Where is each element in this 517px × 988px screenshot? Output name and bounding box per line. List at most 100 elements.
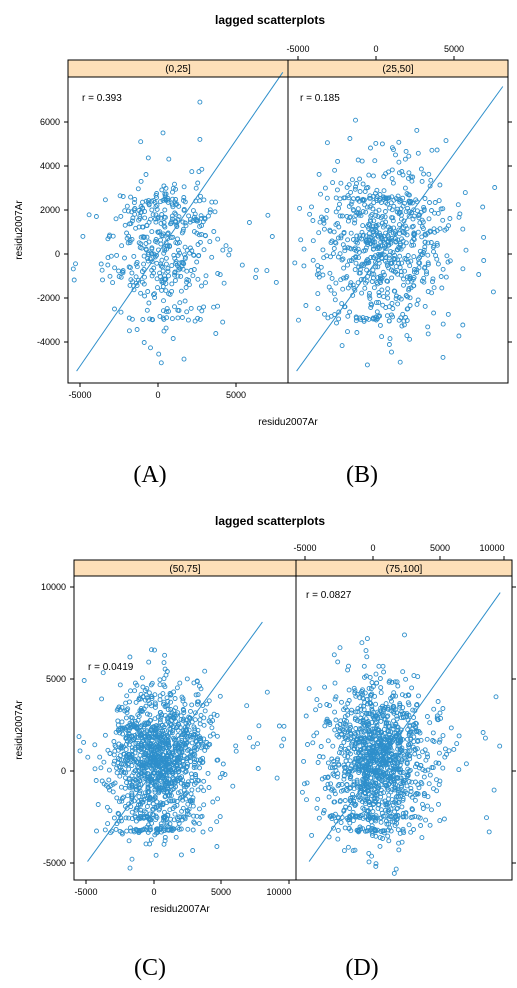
scatter-point: [342, 753, 348, 759]
scatter-point: [127, 754, 132, 760]
scatter-point: [415, 150, 421, 156]
scatter-point: [399, 323, 405, 329]
scatter-point: [163, 197, 169, 203]
scatter-point: [425, 754, 431, 760]
scatter-point: [424, 269, 430, 275]
scatter-point: [130, 215, 136, 221]
scatter-point: [315, 796, 321, 802]
scatter-point: [371, 787, 377, 793]
scatter-point: [323, 215, 329, 221]
scatter-point: [437, 778, 443, 784]
scatter-point: [115, 722, 121, 728]
scatter-point: [152, 782, 158, 788]
scatter-point: [138, 802, 143, 808]
scatter-point: [384, 748, 390, 754]
scatter-point: [406, 175, 411, 181]
scatter-point: [138, 807, 144, 813]
scatter-point: [445, 311, 451, 317]
scatter-point: [189, 787, 195, 793]
bottom-tick-label: 10000: [266, 887, 291, 897]
scatter-point: [399, 784, 404, 790]
scatter-point: [339, 699, 344, 705]
scatter-point: [223, 243, 229, 249]
scatter-point: [404, 306, 410, 312]
scatter-point: [368, 805, 374, 811]
scatter-point: [183, 784, 189, 790]
scatter-point: [400, 797, 406, 803]
scatter-point: [129, 316, 135, 322]
scatter-point: [173, 186, 179, 192]
scatter-point: [329, 275, 335, 281]
scatter-point: [431, 243, 437, 249]
scatter-point: [454, 741, 460, 747]
scatter-point: [414, 761, 420, 767]
scatter-point: [385, 728, 391, 734]
scatter-point: [148, 778, 154, 784]
scatter-point: [177, 725, 183, 730]
left-axis-a: -4000 -2000 0 2000 4000 6000: [37, 117, 68, 347]
scatter-point: [141, 261, 147, 267]
scatter-point: [138, 234, 144, 240]
scatter-point: [166, 273, 171, 279]
scatter-point: [158, 220, 164, 226]
scatter-point: [370, 243, 376, 249]
scatter-point: [352, 765, 358, 771]
scatter-point: [421, 204, 427, 210]
scatter-point: [411, 827, 416, 832]
scatter-point: [126, 742, 132, 748]
scatter-point: [403, 810, 409, 816]
scatter-point: [163, 722, 169, 728]
scatter-point: [372, 793, 378, 799]
scatter-point: [165, 716, 171, 722]
scatter-point: [156, 723, 162, 729]
scatter-point: [396, 227, 402, 233]
scatter-point: [181, 195, 187, 200]
scatter-point: [425, 794, 431, 800]
scatter-point: [341, 195, 347, 201]
scatter-point: [256, 723, 262, 729]
scatter-point: [118, 274, 124, 280]
scatter-point: [346, 745, 352, 751]
scatter-point: [400, 826, 406, 832]
scatter-point: [400, 770, 406, 775]
scatter-point: [393, 152, 398, 158]
scatter-point: [149, 229, 155, 235]
scatter-point: [301, 246, 307, 252]
right-axis-b: [508, 121, 512, 343]
scatter-point: [194, 259, 200, 265]
scatter-point: [169, 316, 175, 322]
scatter-point: [407, 295, 413, 301]
scatter-point: [419, 217, 425, 223]
scatter-point: [385, 809, 391, 814]
scatter-point: [189, 248, 195, 254]
scatter-point: [161, 814, 166, 820]
scatter-point: [397, 702, 403, 708]
scatter-point: [184, 740, 190, 746]
scatter-point: [178, 814, 184, 820]
scatter-point: [325, 315, 331, 321]
scatter-point: [399, 709, 405, 715]
scatter-point: [125, 208, 131, 214]
scatter-point: [403, 293, 409, 299]
scatter-point: [386, 342, 392, 347]
scatter-point: [182, 701, 188, 707]
scatter-point: [394, 716, 400, 722]
scatter-point: [217, 814, 223, 820]
scatter-point: [388, 260, 394, 266]
scatter-point: [374, 784, 380, 790]
scatter-point: [408, 788, 414, 794]
scatter-point: [351, 801, 357, 807]
scatter-point: [107, 273, 113, 279]
scatter-point: [127, 699, 132, 705]
scatter-point: [333, 240, 339, 246]
scatter-point: [380, 302, 386, 308]
scatter-point: [129, 816, 135, 822]
scatter-point: [426, 216, 432, 222]
scatter-point: [154, 206, 160, 212]
scatter-point: [118, 213, 124, 219]
r-label-c: r = 0.0419: [88, 662, 134, 673]
scatter-point: [378, 280, 383, 285]
scatter-point: [378, 243, 384, 249]
scatter-point: [362, 202, 368, 208]
scatter-point: [422, 791, 427, 797]
